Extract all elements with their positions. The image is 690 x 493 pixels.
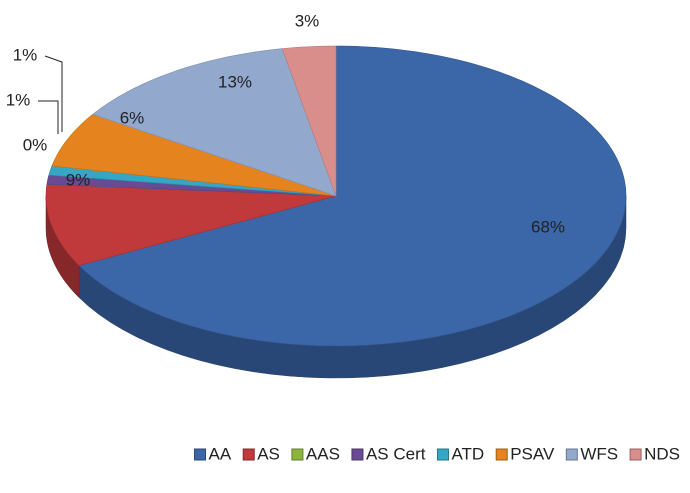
legend-swatch bbox=[565, 448, 578, 461]
slice bbox=[281, 45, 337, 197]
data-label: 13% bbox=[218, 72, 252, 91]
legend-item: NDS bbox=[629, 444, 680, 463]
legend-label: PSAV bbox=[510, 444, 555, 463]
legend-swatch bbox=[495, 448, 508, 461]
data-label: 6% bbox=[120, 108, 145, 127]
legend-swatch bbox=[436, 448, 449, 461]
legend-label: AAS bbox=[306, 444, 340, 463]
leader-line bbox=[38, 100, 59, 134]
legend-swatch bbox=[242, 448, 255, 461]
data-label: 3% bbox=[295, 11, 320, 30]
data-label: 1% bbox=[6, 90, 31, 109]
legend-label: AA bbox=[209, 444, 232, 463]
slice bbox=[45, 184, 337, 266]
data-label: 9% bbox=[66, 170, 91, 189]
leader-line bbox=[44, 55, 63, 132]
legend-label: AS Cert bbox=[366, 444, 426, 463]
legend-swatch bbox=[194, 448, 207, 461]
data-label: 68% bbox=[531, 217, 565, 236]
data-label: 0% bbox=[23, 135, 48, 154]
legend-item: AAS bbox=[291, 444, 340, 463]
legend-item: WFS bbox=[565, 444, 618, 463]
data-label: 1% bbox=[13, 45, 38, 64]
legend-item: AS bbox=[242, 444, 280, 463]
legend-label: WFS bbox=[580, 444, 618, 463]
legend-label: NDS bbox=[644, 444, 680, 463]
legend-item: ATD bbox=[436, 444, 484, 463]
slice bbox=[51, 114, 337, 197]
legend-swatch bbox=[351, 448, 364, 461]
legend-label: ATD bbox=[451, 444, 484, 463]
legend-item: AS Cert bbox=[351, 444, 426, 463]
legend-swatch bbox=[629, 448, 642, 461]
slice bbox=[78, 45, 627, 347]
slice bbox=[92, 48, 337, 197]
legend-swatch bbox=[291, 448, 304, 461]
legend-label: AS bbox=[257, 444, 280, 463]
legend-item: AA bbox=[194, 444, 232, 463]
legend-item: PSAV bbox=[495, 444, 555, 463]
